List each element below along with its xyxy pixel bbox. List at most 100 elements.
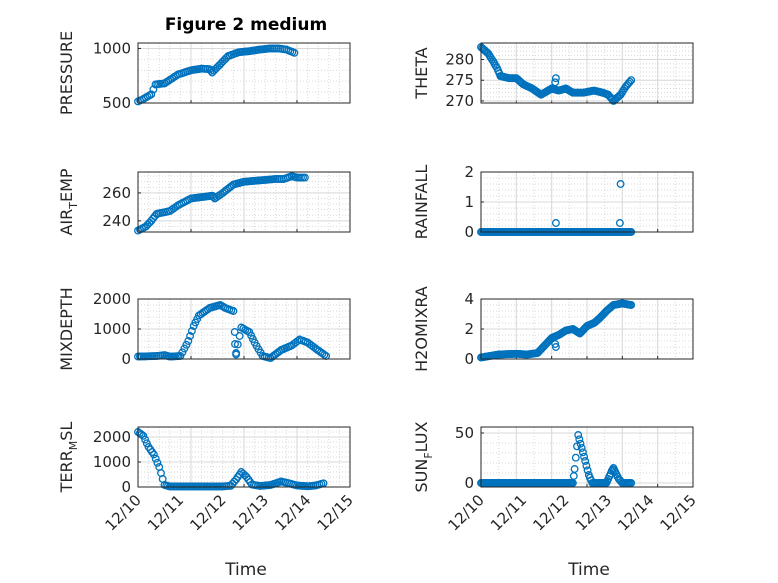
x-tick-label: 12/14 [614, 491, 657, 534]
data-point [182, 340, 191, 349]
subplot-2: 270 275 280 THETA [412, 42, 694, 110]
axes-box [480, 171, 694, 233]
data-point [209, 193, 218, 202]
data-point [570, 465, 579, 473]
y-tick-label: 0 [464, 474, 474, 492]
y-tick-label: 1 [464, 193, 474, 211]
y-tick-label: 1000 [93, 320, 131, 338]
data-point [320, 350, 329, 359]
axes-box [137, 42, 351, 104]
y-axis-label: MIXDEPTH [57, 287, 76, 370]
data-point [142, 439, 151, 448]
y-tick-label: 280 [445, 51, 474, 69]
x-tick-label: 12/10 [102, 491, 145, 534]
data-point [293, 337, 302, 345]
subplot-8: 0 50 12/10 12/11 12/12 12/13 12/14 12/15 SUNFLUX [412, 421, 700, 534]
y-tick-label: 1000 [93, 453, 131, 471]
data-point [627, 479, 636, 487]
data-point [184, 337, 193, 345]
y-axis-label: AIRTEMP [57, 168, 80, 235]
data-point [149, 85, 158, 94]
data-point [551, 343, 560, 351]
axes-box [137, 171, 351, 233]
data-point [583, 466, 592, 475]
data-series [134, 172, 309, 235]
y-tick-label: 2 [464, 320, 474, 338]
data-point [187, 327, 196, 335]
axes-box [480, 298, 694, 360]
y-axis-label: RAINFALL [412, 165, 431, 240]
x-tick-label: 12/15 [314, 491, 357, 534]
y-tick-label: 4 [464, 290, 474, 308]
y-tick-label: 270 [445, 92, 474, 110]
y-tick-label: 240 [102, 212, 131, 230]
axes-box [137, 426, 351, 488]
subplot-1: 500 1000 PRESSURE [57, 31, 351, 115]
y-axis-label: SUNFLUX [412, 421, 435, 492]
data-point [551, 219, 560, 227]
y-tick-label: 0 [464, 223, 474, 241]
axes-box [137, 298, 351, 360]
x-tick-label: 12/11 [487, 491, 530, 534]
x-axis-label-left: Time [224, 560, 267, 580]
data-point [232, 350, 241, 359]
data-series [134, 44, 299, 106]
x-tick-label: 12/13 [229, 491, 272, 534]
y-tick-label: 2 [464, 163, 474, 181]
data-point [230, 328, 239, 336]
data-point [625, 77, 634, 86]
x-tick-label: 12/15 [657, 491, 700, 534]
data-point [575, 435, 584, 444]
data-point [141, 435, 150, 444]
data-point [582, 461, 591, 470]
y-tick-label: 1000 [93, 39, 131, 57]
data-point [151, 454, 160, 463]
data-point [290, 48, 299, 57]
x-tick-label: 12/14 [271, 491, 314, 534]
data-point [206, 66, 215, 75]
y-tick-label: 275 [445, 71, 474, 89]
data-point [551, 340, 560, 348]
data-point [551, 74, 560, 83]
data-series [477, 431, 636, 487]
data-point [149, 450, 158, 459]
subplot-3: 240 260 AIRTEMP [57, 168, 351, 236]
y-axis-label: THETA [412, 47, 431, 99]
y-tick-label: 2000 [93, 290, 131, 308]
data-point [581, 457, 590, 465]
x-tick-label: 12/13 [572, 491, 615, 534]
y-tick-label: 500 [102, 94, 131, 112]
data-point [578, 448, 587, 457]
data-point [627, 301, 636, 309]
y-tick-label: 260 [102, 184, 131, 202]
data-point [576, 439, 585, 448]
data-point [488, 55, 496, 64]
x-tick-label: 12/10 [445, 491, 488, 534]
data-series [477, 43, 636, 105]
axes-box [480, 42, 694, 104]
subplot-7: 0 1000 2000 12/10 12/11 12/12 12/13 12/14 12/15 T… [57, 422, 357, 535]
y-axis-label: H2OMIXRA [412, 286, 431, 372]
y-tick-label: 50 [455, 424, 474, 442]
y-axis-label: PRESSURE [57, 31, 76, 115]
y-tick-label: 2000 [93, 428, 131, 446]
data-point [627, 76, 636, 85]
data-point [574, 431, 583, 439]
data-point [139, 431, 148, 440]
data-point [153, 458, 162, 467]
data-point [615, 219, 624, 227]
figure-title: Figure 2 medium [165, 15, 327, 35]
x-axis-label-right: Time [567, 560, 610, 580]
data-point [577, 444, 586, 452]
data-point [571, 453, 580, 462]
y-tick-label: 0 [464, 350, 474, 368]
data-series [134, 301, 331, 363]
y-tick-label: 0 [121, 478, 131, 496]
data-series [477, 299, 636, 362]
subplot-6: 0 2 4 H2OMIXRA [412, 286, 694, 372]
data-point [551, 78, 560, 87]
subplot-4: 0 1 2 RAINFALL [412, 163, 694, 241]
x-tick-label: 12/12 [529, 491, 572, 534]
subplot-5: 0 1000 2000 MIXDEPTH [57, 287, 351, 371]
